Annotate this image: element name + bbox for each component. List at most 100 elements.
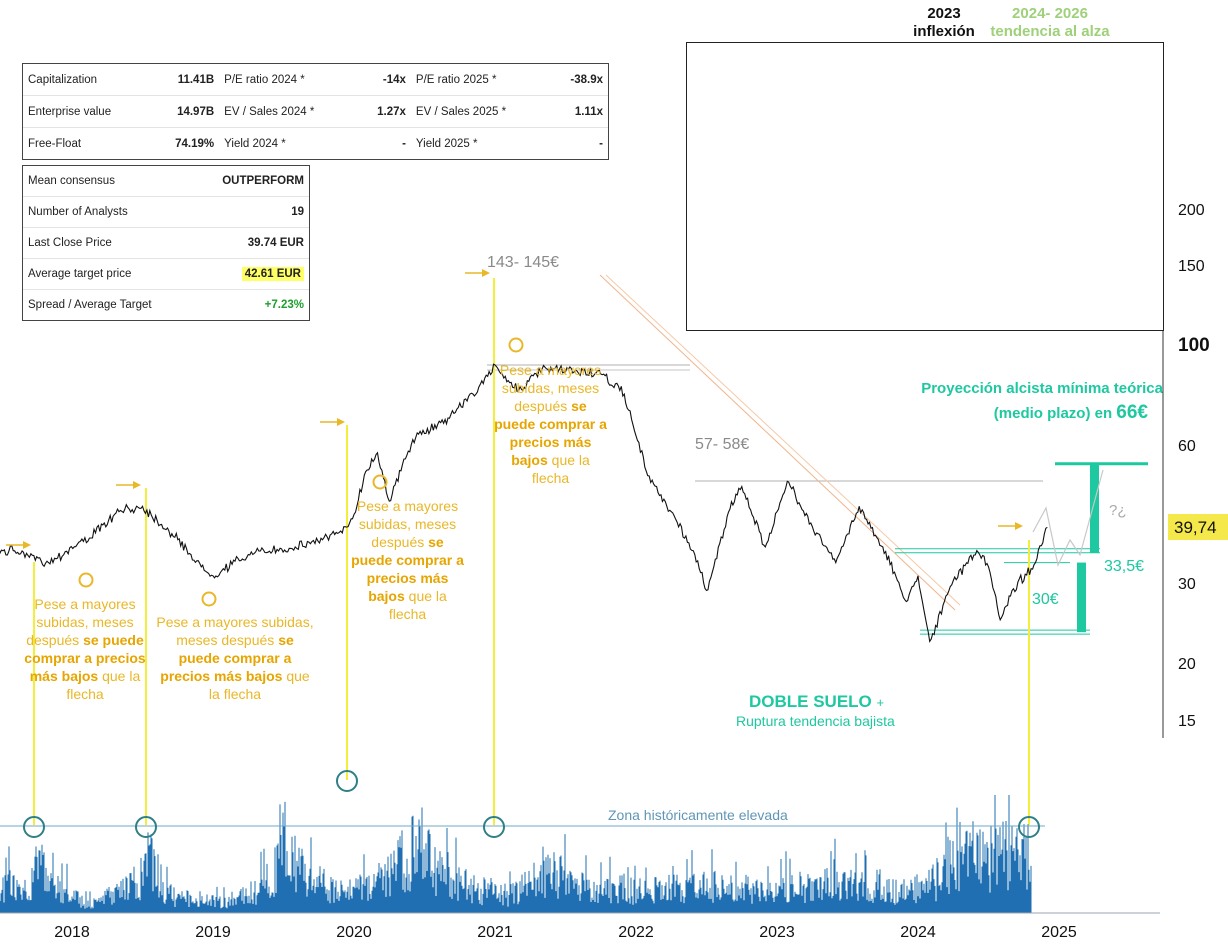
consensus-label: Average target price (23, 258, 193, 290)
metric-value: 1.27x (357, 95, 411, 128)
signal-arrow-head (23, 541, 31, 549)
annotation-text: Pese a mayores subidas, meses después (499, 362, 602, 414)
metric-label: Enterprise value (23, 95, 152, 128)
volume-zone-label: Zona históricamente elevada (608, 807, 788, 823)
metrics-row: Free-Float 74.19% Yield 2024 * - Yield 2… (23, 127, 608, 159)
price-line (0, 363, 1048, 643)
trend-years: 2024- 2026 (1012, 5, 1088, 22)
level-label-33: 33,5€ (1104, 558, 1144, 575)
annotation-text: que la flecha (66, 668, 141, 702)
y-tick-label: 30 (1178, 576, 1196, 593)
spread-value: +7.23% (192, 289, 309, 320)
financials-inset (686, 42, 1164, 331)
y-tick-label: 15 (1178, 713, 1196, 730)
volume-spike-circle (1018, 816, 1040, 838)
projection-target-value: 66€ (1116, 402, 1148, 423)
signal-arrow (320, 418, 345, 426)
question-marks: ?¿ (1109, 502, 1127, 519)
low-marker-circle (372, 474, 388, 490)
projection-subtitle-text: (medio plazo) en (994, 405, 1117, 422)
resistance-label-high: 143- 145€ (487, 254, 559, 271)
annotation-text: Pese a mayores subidas, meses después (356, 498, 459, 550)
volume-spike-circle (483, 816, 505, 838)
annotation-bold: se puede comprar a precios más bajos (494, 398, 607, 468)
projection-title: Proyección alcista mínima teórica (921, 380, 1163, 397)
consensus-label: Spread / Average Target (23, 289, 193, 320)
projection-bar (1090, 463, 1099, 553)
consensus-label: Last Close Price (23, 227, 193, 259)
downtrend-line (599, 274, 956, 611)
y-tick-label: 150 (1178, 258, 1205, 275)
metric-label: Yield 2025 * (410, 127, 550, 159)
target-price-value: 42.61 EUR (241, 267, 304, 281)
y-tick-label: 100 (1178, 335, 1210, 356)
annotation-bold: se puede comprar a precios más bajos (24, 632, 146, 684)
consensus-value: 19 (192, 196, 309, 228)
annotation-bold: se puede comprar a precios más bajos (160, 632, 294, 684)
low-marker-circle (508, 337, 524, 353)
low-marker-circle (78, 572, 94, 588)
last-price-box (1168, 514, 1228, 540)
x-tick-label: 2018 (54, 924, 90, 941)
metric-value: - (357, 127, 411, 159)
metric-label: EV / Sales 2025 * (410, 95, 550, 128)
annotation-text: Pese a mayores subidas, meses después (26, 596, 136, 648)
downtrend-line (605, 274, 961, 606)
projection-subtitle: (medio plazo) en 66€ (994, 402, 1149, 423)
y-tick-label: 20 (1178, 656, 1196, 673)
double-bottom-plus: + (877, 695, 885, 710)
metric-label: Yield 2024 * (219, 127, 358, 159)
metric-value: 11.41B (177, 73, 215, 86)
metric-value: 14.97B (151, 95, 220, 128)
low-marker-circle (201, 591, 217, 607)
annotation-text: que la flecha (208, 668, 310, 702)
resistance-label-mid: 57- 58€ (695, 436, 749, 453)
signal-arrow-head (337, 418, 345, 426)
signal-arrow-head (1015, 522, 1023, 530)
double-bottom-text: DOBLE SUELO (749, 692, 877, 711)
x-tick-label: 2023 (759, 924, 795, 941)
measured-move-bar (1077, 562, 1086, 633)
metric-label: P/E ratio 2025 * (415, 73, 497, 86)
consensus-label: Mean consensus (28, 175, 115, 187)
volume-spike-circle (23, 816, 45, 838)
x-tick-label: 2021 (477, 924, 513, 941)
x-tick-label: 2022 (618, 924, 654, 941)
volume-spike-circle (336, 770, 358, 792)
metric-value: 1.11x (549, 95, 608, 128)
metric-label: EV / Sales 2024 * (219, 95, 358, 128)
annotation-text: que la flecha (531, 452, 590, 486)
annotation-text: que la flecha (388, 588, 447, 622)
metric-value: 74.19% (151, 127, 220, 159)
signal-arrow (116, 481, 141, 489)
metric-label: Free-Float (23, 127, 152, 159)
projected-path (1032, 469, 1104, 567)
x-tick-label: 2019 (195, 924, 231, 941)
signal-arrow (998, 522, 1023, 530)
inflection-year: 2023 (927, 5, 960, 22)
annotation-2020: Pese a mayores subidas, meses después se… (350, 497, 465, 623)
last-price-label: 39,74 (1174, 518, 1217, 537)
metrics-row: Enterprise value 14.97B EV / Sales 2024 … (23, 95, 608, 128)
signal-arrow (6, 541, 31, 549)
metric-label: P/E ratio 2024 * (224, 73, 305, 86)
metrics-table: Capitalization 11.41B P/E ratio 2024 * -… (22, 63, 609, 160)
volume-spike-circle (135, 816, 157, 838)
metric-label: Capitalization (28, 73, 98, 86)
annotation-2018: Pese a mayores subidas, meses después se… (20, 595, 150, 703)
level-label-30: 30€ (1032, 591, 1059, 608)
breakout-label: Ruptura tendencia bajista (736, 713, 895, 729)
inflection-label: inflexión (913, 23, 975, 40)
consensus-row: Last Close Price 39.74 EUR (23, 227, 309, 259)
consensus-table: Mean consensus OUTPERFORM Number of Anal… (22, 165, 310, 321)
trend-label: tendencia al alza (990, 23, 1110, 40)
metric-value: - (549, 127, 608, 159)
consensus-row: Spread / Average Target +7.23% (23, 289, 309, 320)
consensus-value: OUTPERFORM (222, 175, 304, 187)
x-tick-label: 2024 (900, 924, 936, 941)
consensus-value: 39.74 EUR (192, 227, 309, 259)
annotation-2019: Pese a mayores subidas, meses después se… (155, 613, 315, 703)
annotation-bold: se puede comprar a precios más bajos (351, 534, 464, 604)
consensus-row: Average target price 42.61 EUR (23, 258, 309, 290)
consensus-row: Mean consensus OUTPERFORM (23, 166, 309, 197)
